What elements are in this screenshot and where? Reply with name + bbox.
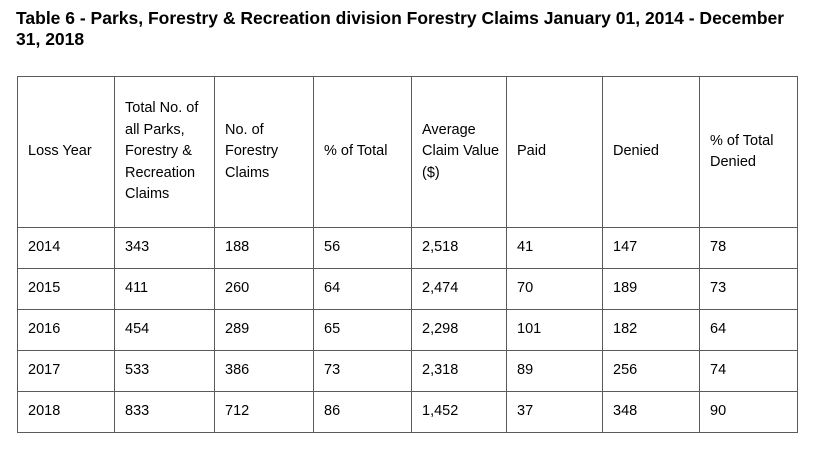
cell-forestry-claims: 289 [214, 309, 314, 351]
cell-percent-total: 64 [313, 268, 412, 310]
cell-average-claim-value: 2,474 [411, 268, 507, 310]
table-row: 2014 343 188 56 2,518 41 147 78 [17, 227, 798, 269]
header-loss-year: Loss Year [17, 76, 115, 228]
cell-percent-denied: 90 [699, 391, 798, 433]
cell-average-claim-value: 2,318 [411, 350, 507, 392]
cell-loss-year: 2014 [17, 227, 115, 269]
cell-total-claims: 343 [114, 227, 215, 269]
cell-total-claims: 454 [114, 309, 215, 351]
cell-denied: 147 [602, 227, 700, 269]
cell-paid: 41 [506, 227, 603, 269]
cell-percent-total: 73 [313, 350, 412, 392]
header-forestry-claims: No. of Forestry Claims [214, 76, 314, 228]
table-row: 2016 454 289 65 2,298 101 182 64 [17, 309, 798, 351]
header-percent-denied: % of Total Denied [699, 76, 798, 228]
cell-denied: 182 [602, 309, 700, 351]
forestry-claims-table: Loss Year Total No. of all Parks, Forest… [17, 76, 798, 433]
cell-percent-total: 65 [313, 309, 412, 351]
cell-percent-total: 56 [313, 227, 412, 269]
cell-total-claims: 833 [114, 391, 215, 433]
table-row: 2018 833 712 86 1,452 37 348 90 [17, 391, 798, 433]
cell-denied: 256 [602, 350, 700, 392]
header-average-claim-value: Average Claim Value ($) [411, 76, 507, 228]
cell-loss-year: 2017 [17, 350, 115, 392]
cell-paid: 70 [506, 268, 603, 310]
cell-paid: 37 [506, 391, 603, 433]
cell-loss-year: 2018 [17, 391, 115, 433]
cell-forestry-claims: 386 [214, 350, 314, 392]
header-row: Loss Year Total No. of all Parks, Forest… [17, 76, 798, 228]
cell-percent-denied: 64 [699, 309, 798, 351]
cell-denied: 189 [602, 268, 700, 310]
header-denied: Denied [602, 76, 700, 228]
cell-paid: 89 [506, 350, 603, 392]
cell-forestry-claims: 712 [214, 391, 314, 433]
cell-denied: 348 [602, 391, 700, 433]
cell-loss-year: 2016 [17, 309, 115, 351]
table-title: Table 6 - Parks, Forestry & Recreation d… [16, 8, 785, 49]
cell-average-claim-value: 2,518 [411, 227, 507, 269]
cell-forestry-claims: 188 [214, 227, 314, 269]
cell-forestry-claims: 260 [214, 268, 314, 310]
cell-percent-denied: 74 [699, 350, 798, 392]
cell-total-claims: 411 [114, 268, 215, 310]
cell-percent-denied: 73 [699, 268, 798, 310]
header-percent-total: % of Total [313, 76, 412, 228]
cell-paid: 101 [506, 309, 603, 351]
header-total-claims: Total No. of all Parks, Forestry & Recre… [114, 76, 215, 228]
table-row: 2017 533 386 73 2,318 89 256 74 [17, 350, 798, 392]
header-paid: Paid [506, 76, 603, 228]
cell-percent-total: 86 [313, 391, 412, 433]
table-row: 2015 411 260 64 2,474 70 189 73 [17, 268, 798, 310]
cell-total-claims: 533 [114, 350, 215, 392]
cell-loss-year: 2015 [17, 268, 115, 310]
cell-percent-denied: 78 [699, 227, 798, 269]
cell-average-claim-value: 1,452 [411, 391, 507, 433]
cell-average-claim-value: 2,298 [411, 309, 507, 351]
